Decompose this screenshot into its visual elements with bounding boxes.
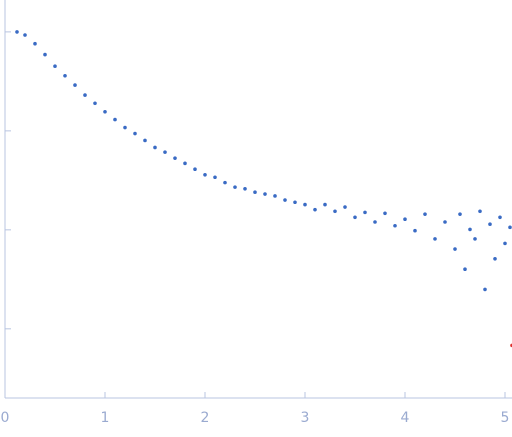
point	[493, 256, 497, 261]
point	[253, 190, 257, 195]
point	[323, 202, 327, 207]
point	[283, 198, 287, 202]
point	[143, 138, 147, 143]
point	[423, 212, 427, 216]
point	[503, 241, 507, 246]
point	[508, 225, 512, 230]
point	[453, 247, 457, 251]
point	[233, 185, 237, 189]
point	[33, 41, 37, 46]
point	[63, 74, 67, 78]
point	[353, 215, 357, 220]
point	[343, 205, 347, 209]
x-tick-label: 4	[401, 410, 410, 426]
point	[293, 200, 297, 205]
point	[463, 267, 467, 272]
point	[433, 237, 437, 241]
point	[373, 220, 377, 224]
point	[113, 117, 117, 122]
point	[183, 161, 187, 166]
point	[43, 52, 47, 57]
x-tick-label: 3	[301, 410, 310, 426]
point	[393, 223, 397, 228]
point	[103, 109, 107, 114]
point	[488, 222, 492, 227]
x-tick-label: 1	[101, 410, 110, 426]
point	[468, 227, 472, 232]
x-tick-label: 2	[201, 410, 210, 426]
point	[93, 101, 97, 106]
point	[333, 209, 337, 214]
point	[473, 237, 477, 241]
point	[243, 186, 247, 191]
point	[123, 125, 127, 130]
point	[133, 131, 137, 136]
point	[53, 64, 57, 69]
point	[443, 220, 447, 224]
point	[403, 217, 407, 222]
point	[173, 156, 177, 160]
point	[458, 212, 462, 216]
point	[478, 209, 482, 214]
point	[498, 215, 502, 220]
point	[213, 175, 217, 180]
point	[383, 211, 387, 216]
point	[83, 93, 87, 97]
point	[363, 210, 367, 215]
point	[223, 180, 227, 185]
point	[193, 167, 197, 171]
point	[413, 228, 417, 233]
point	[15, 30, 19, 34]
x-tick-label: 5	[501, 410, 510, 426]
point	[483, 287, 487, 292]
point	[23, 33, 27, 37]
x-tick-label: 0	[1, 410, 10, 426]
point	[263, 192, 267, 196]
point	[313, 207, 317, 212]
point	[153, 145, 157, 150]
point	[203, 172, 207, 177]
point	[303, 202, 307, 207]
point	[163, 150, 167, 154]
point	[273, 194, 277, 198]
point	[73, 83, 77, 87]
